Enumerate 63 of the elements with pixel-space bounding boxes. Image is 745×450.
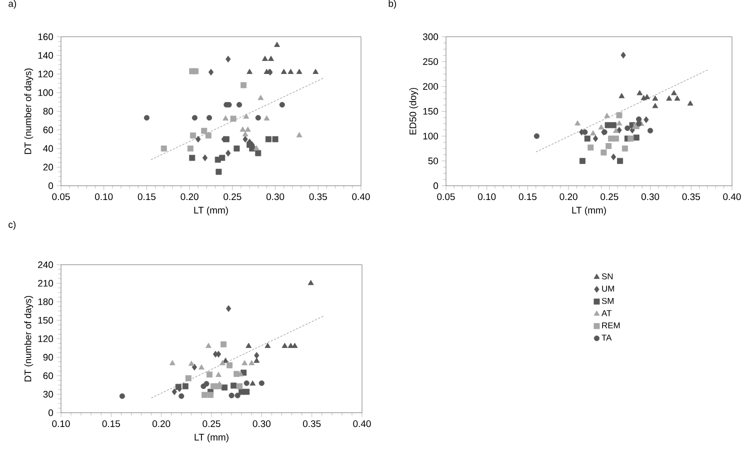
legend-label: REM xyxy=(602,322,620,328)
x-tick-label: 0.35 xyxy=(309,193,327,200)
chart-title: b) xyxy=(388,0,396,9)
y-tick-label: 0 xyxy=(48,410,54,416)
x-tick-label: 0.10 xyxy=(478,193,496,200)
y-tick-label: 100 xyxy=(423,132,438,140)
x-tick-label: 0.30 xyxy=(641,193,660,200)
y-tick-label: 30 xyxy=(43,391,54,398)
x-tick-label: 0.20 xyxy=(180,193,198,200)
y-tick-label: 60 xyxy=(43,126,54,134)
y-tick-label: 120 xyxy=(38,70,54,78)
y-tick-label: 180 xyxy=(38,298,54,306)
y-tick-label: 0 xyxy=(434,182,438,190)
y-tick-label: 100 xyxy=(38,89,54,96)
y-tick-label: 160 xyxy=(38,34,54,40)
y-tick-label: 0 xyxy=(48,182,54,190)
x-tick-label: 0.15 xyxy=(102,420,120,428)
x-tick-label: 0.40 xyxy=(352,193,370,200)
y-tick-label: 50 xyxy=(428,158,438,164)
x-tick-label: 0.10 xyxy=(52,420,70,428)
chart-title: c) xyxy=(8,221,16,230)
x-tick-label: 0.05 xyxy=(437,193,455,200)
x-tick-label: 0.20 xyxy=(560,193,578,200)
x-tick-label: 0.15 xyxy=(518,193,537,200)
x-tick-label: 0.25 xyxy=(600,193,618,200)
y-tick-label: 120 xyxy=(38,336,54,342)
y-tick-label: 140 xyxy=(38,52,54,59)
x-axis-title: LT (mm) xyxy=(194,206,228,216)
y-tick-label: 150 xyxy=(423,108,438,115)
y-tick-label: 240 xyxy=(38,262,54,268)
x-tick-label: 0.40 xyxy=(723,193,741,200)
x-tick-label: 0.05 xyxy=(52,193,70,200)
y-axis-title: DT (number of days) xyxy=(24,296,34,382)
y-tick-label: 210 xyxy=(38,280,54,287)
x-tick-label: 0.20 xyxy=(152,420,170,428)
x-tick-label: 0.15 xyxy=(138,193,156,200)
chart-title: a) xyxy=(8,0,16,9)
legend-label: TA xyxy=(602,334,612,341)
legend-label: SN xyxy=(602,274,613,280)
legend-label: UM xyxy=(602,286,614,292)
legend-label: SM xyxy=(602,298,614,304)
y-tick-label: 60 xyxy=(43,372,54,380)
y-tick-label: 40 xyxy=(43,145,54,152)
x-tick-label: 0.30 xyxy=(266,193,284,200)
y-tick-label: 300 xyxy=(422,34,438,40)
legend-label: AT xyxy=(602,310,612,316)
x-tick-label: 0.30 xyxy=(252,420,271,428)
y-axis-title: DT (number of days) xyxy=(24,68,34,154)
y-tick-label: 150 xyxy=(38,317,54,324)
y-tick-label: 200 xyxy=(423,83,438,90)
y-tick-label: 90 xyxy=(43,354,54,361)
x-tick-label: 0.35 xyxy=(303,420,321,428)
x-tick-label: 0.40 xyxy=(353,420,371,428)
y-tick-label: 20 xyxy=(43,164,54,171)
x-tick-label: 0.25 xyxy=(202,420,220,428)
y-tick-label: 250 xyxy=(423,58,438,66)
y-tick-label: 80 xyxy=(43,108,54,115)
x-tick-label: 0.25 xyxy=(224,193,242,200)
y-axis-title: ED50 (doy) xyxy=(409,88,418,135)
x-tick-label: 0.10 xyxy=(95,193,113,200)
x-axis-title: LT (mm) xyxy=(572,206,606,216)
x-tick-label: 0.35 xyxy=(682,193,700,200)
x-axis-title: LT (mm) xyxy=(194,434,228,442)
